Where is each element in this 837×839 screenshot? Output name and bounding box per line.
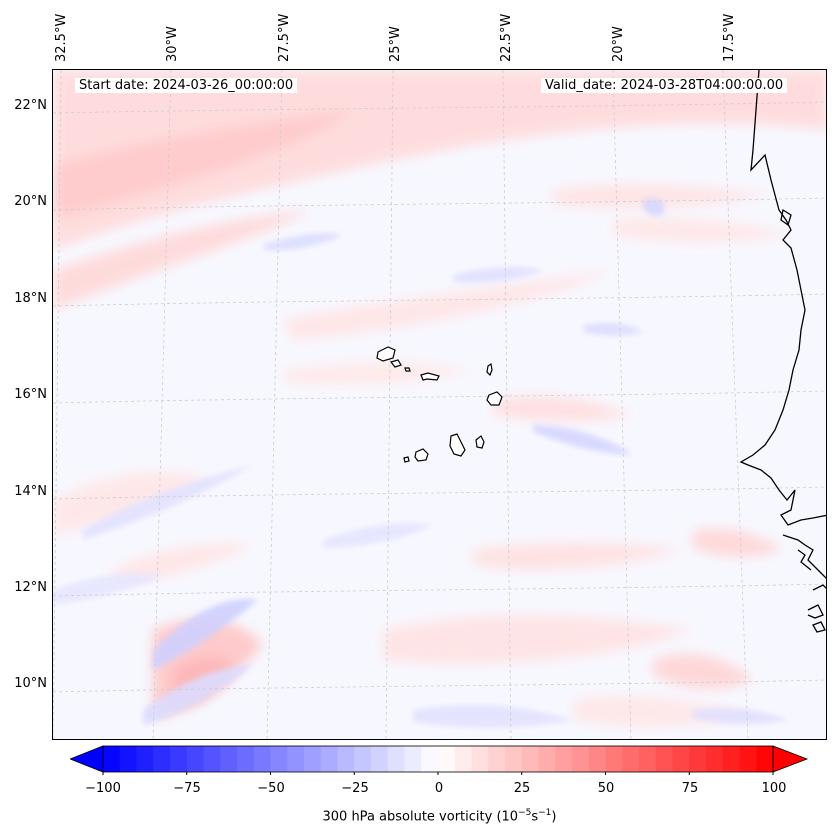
island-santa-luzia xyxy=(404,367,411,372)
colorbar-left-extend xyxy=(70,745,104,773)
map-panel xyxy=(52,69,827,740)
colorbar-cell xyxy=(119,746,138,772)
island-maio xyxy=(475,435,485,449)
island-santiago xyxy=(449,433,466,457)
coastline xyxy=(739,70,826,633)
colorbar-cell xyxy=(689,746,707,772)
cb-tick-neg75: −75 xyxy=(173,781,201,796)
colorbar-cell xyxy=(237,746,255,772)
colorbar-cell xyxy=(421,746,439,772)
cb-tick-25: 25 xyxy=(513,781,531,796)
island-sao-nicolau xyxy=(420,372,440,381)
lat-label-10n: 10°N xyxy=(14,676,47,691)
negative-vorticity-areas xyxy=(53,198,788,728)
colorbar-cell xyxy=(588,746,607,772)
vorticity-field xyxy=(53,70,826,739)
lon-label-32-5w: 32.5°W xyxy=(54,13,69,62)
colorbar-cell xyxy=(304,746,322,772)
island-boa-vista xyxy=(486,391,503,406)
colorbar-cell xyxy=(672,746,690,772)
island-santo-antao xyxy=(376,346,396,362)
lat-label-20n: 20°N xyxy=(14,194,47,209)
colorbar-cell xyxy=(756,746,774,772)
lat-label-14n: 14°N xyxy=(14,484,47,499)
island-fogo xyxy=(414,448,429,462)
colorbar-cell xyxy=(354,746,372,772)
start-date-label: Start date: 2024-03-26_00:00:00 xyxy=(75,78,298,93)
lat-label-18n: 18°N xyxy=(14,291,47,306)
colorbar-cell xyxy=(471,746,489,772)
lon-label-20w: 20°W xyxy=(611,26,626,62)
cb-tick-50: 50 xyxy=(597,781,615,796)
colorbar-cell xyxy=(706,746,724,772)
colorbar-title: 300 hPa absolute vorticity (10−5s−1) xyxy=(322,808,557,825)
colorbar-cell xyxy=(136,746,154,772)
cb-tick-0: 0 xyxy=(434,781,444,796)
colorbar-cell xyxy=(186,746,205,772)
colorbar-cell xyxy=(103,746,121,772)
colorbar-cell xyxy=(538,746,556,772)
colorbar-cell xyxy=(555,746,573,772)
colorbar-cell xyxy=(655,746,674,772)
colorbar-cell xyxy=(605,746,623,772)
cape-verde-islands xyxy=(376,346,503,463)
colorbar-cell xyxy=(488,746,506,772)
lon-label-17-5w: 17.5°W xyxy=(722,13,737,62)
colorbar-ticks xyxy=(102,772,774,775)
colorbar-cell xyxy=(253,746,272,772)
colorbar-cell xyxy=(739,746,757,772)
valid-date-label: Valid_date: 2024-03-28T04:00:00.00 xyxy=(541,78,788,93)
colorbar-cell xyxy=(454,746,473,772)
lat-label-22n: 22°N xyxy=(14,98,47,113)
colorbar xyxy=(70,745,809,775)
colorbar-right-extend xyxy=(772,745,809,773)
lon-label-25w: 25°W xyxy=(388,26,403,62)
lon-label-27-5w: 27.5°W xyxy=(277,13,292,62)
island-brava xyxy=(403,456,410,463)
island-sal xyxy=(486,362,493,377)
positive-vorticity-areas xyxy=(53,70,826,727)
colorbar-cell xyxy=(203,746,221,772)
lon-label-22-5w: 22.5°W xyxy=(499,13,514,62)
colorbar-cell xyxy=(170,746,188,772)
colorbar-cell xyxy=(287,746,305,772)
colorbar-cell xyxy=(387,746,406,772)
colorbar-cell xyxy=(505,746,523,772)
island-sao-vicente xyxy=(389,359,402,368)
lon-label-30w: 30°W xyxy=(165,26,180,62)
cb-tick-100: 100 xyxy=(761,781,787,796)
colorbar-cell xyxy=(371,746,389,772)
colorbar-cell xyxy=(639,746,657,772)
cb-tick-neg100: −100 xyxy=(85,781,121,796)
colorbar-cell xyxy=(572,746,590,772)
colorbar-cell xyxy=(722,746,741,772)
colorbar-cell xyxy=(270,746,288,772)
colorbar-cell xyxy=(153,746,171,772)
colorbar-cells xyxy=(103,746,774,772)
colorbar-cell xyxy=(521,746,540,772)
colorbar-cell xyxy=(622,746,640,772)
cb-tick-neg50: −50 xyxy=(257,781,285,796)
map-gridlines xyxy=(53,70,826,739)
colorbar-cell xyxy=(438,746,456,772)
colorbar-cell xyxy=(404,746,422,772)
colorbar-cell xyxy=(220,746,238,772)
colorbar-cell xyxy=(320,746,339,772)
colorbar-cell xyxy=(337,746,355,772)
lat-label-16n: 16°N xyxy=(14,387,47,402)
cb-tick-75: 75 xyxy=(681,781,699,796)
lat-label-12n: 12°N xyxy=(14,580,47,595)
cb-tick-neg25: −25 xyxy=(341,781,369,796)
